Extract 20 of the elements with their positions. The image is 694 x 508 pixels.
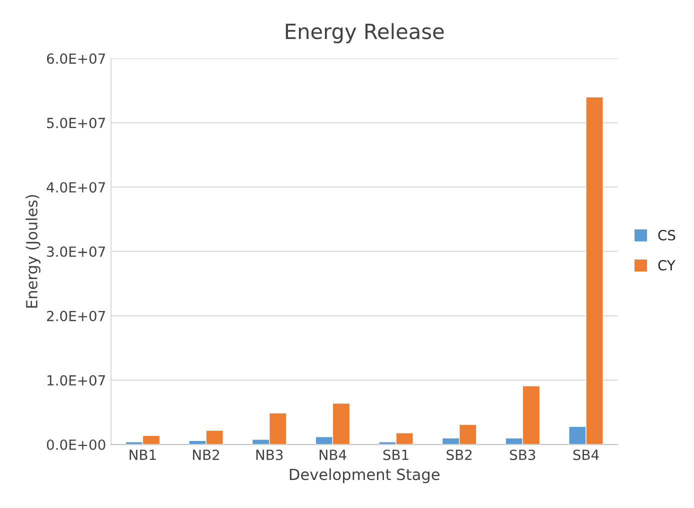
x-tick-label: NB2 xyxy=(193,450,220,460)
y-tick-label: 6.0E+07 xyxy=(46,53,105,64)
y-tick-label: 0.0E+00 xyxy=(46,439,106,450)
legend-label: CY xyxy=(658,260,676,271)
y-tick-label: 3.0E+07 xyxy=(47,246,105,257)
x-tick-label: SB3 xyxy=(510,450,536,460)
x-axis-title: Development Stage xyxy=(290,468,440,484)
y-tick-label: 5.0E+07 xyxy=(47,118,105,128)
chart-title: Energy Release xyxy=(286,23,444,44)
x-tick-label: SB1 xyxy=(383,450,408,460)
y-tick-label: 2.0E+07 xyxy=(47,310,105,322)
x-tick-label: NB4 xyxy=(320,450,346,460)
x-tick-label: NB3 xyxy=(256,450,283,460)
y-axis-title: Energy (Joules) xyxy=(26,195,40,308)
y-tick-label: 1.0E+07 xyxy=(48,375,105,386)
x-tick-label: NB1 xyxy=(130,450,156,460)
x-tick-label: SB2 xyxy=(446,450,472,460)
legend-label: CS xyxy=(658,230,676,240)
x-tick-label: SB4 xyxy=(573,450,599,460)
y-tick-label: 4.0E+07 xyxy=(46,182,105,193)
